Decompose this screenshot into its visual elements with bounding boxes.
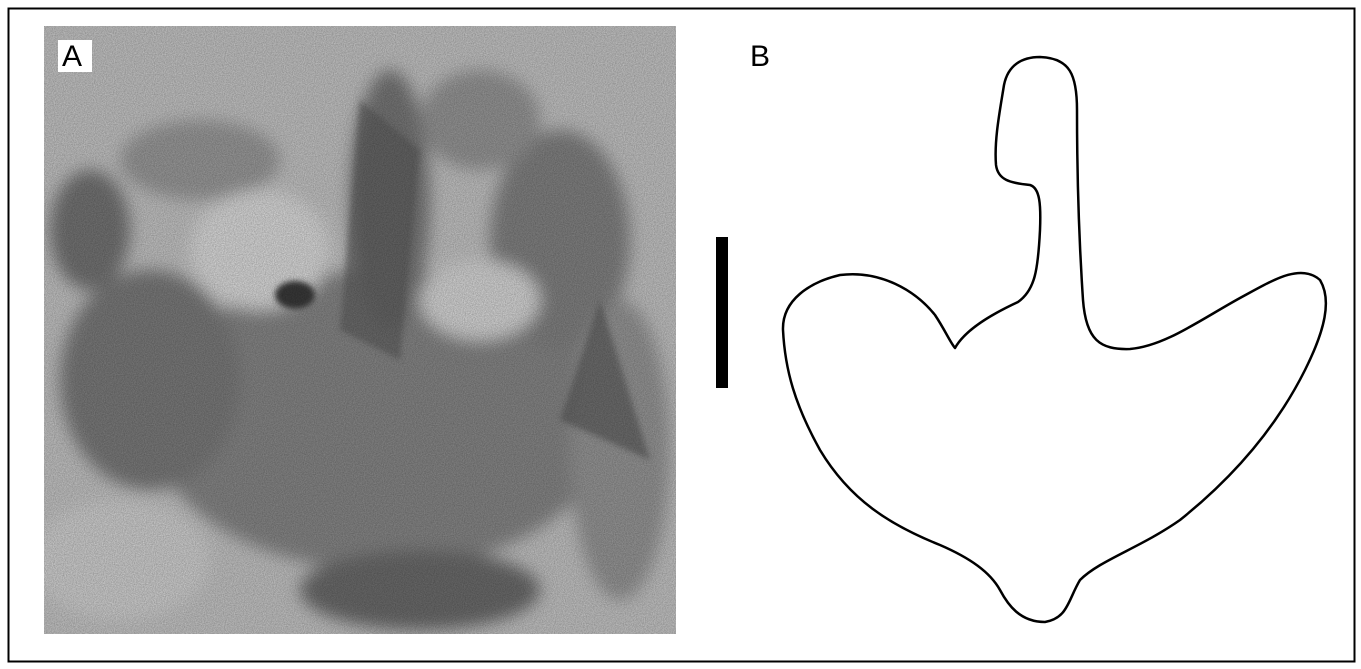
panel-label: A [62, 40, 82, 73]
scale-bar [716, 237, 728, 388]
photo [30, 26, 676, 634]
figure: A B [0, 0, 1361, 669]
page: A B (() => { const data = JSON.parse(doc… [0, 0, 1361, 669]
panel-label: B [750, 40, 770, 73]
